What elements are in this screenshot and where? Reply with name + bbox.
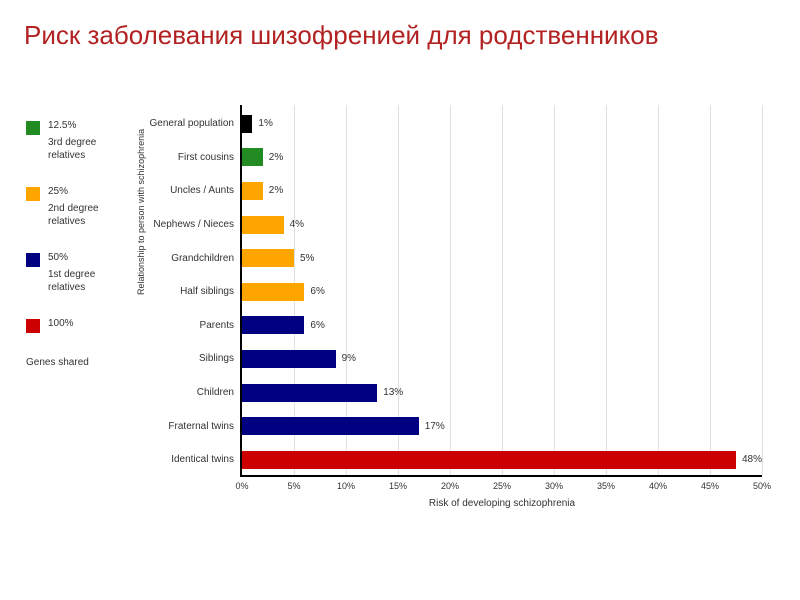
page-title: Риск заболевания шизофренией для родстве… [24,20,659,51]
legend-group: 100% [26,318,116,333]
x-axis-title: Risk of developing schizophrenia [429,498,575,509]
bar [242,384,377,402]
bar-row: Nephews / Nieces4% [242,208,762,242]
legend-group: 25% 2nd degree relatives [26,186,116,228]
bar-row: Children13% [242,376,762,410]
legend-label: 3rd degree relatives [48,137,116,162]
bar-value-label: 1% [258,118,272,129]
x-tick-label: 30% [545,481,563,491]
y-axis-title: Relationship to person with schizophreni… [136,129,146,295]
bar [242,451,736,469]
bar-row: First cousins2% [242,141,762,175]
bar [242,283,304,301]
bar [242,216,284,234]
x-tick-label: 40% [649,481,667,491]
legend-label: 1st degree relatives [48,269,116,294]
x-tick-label: 20% [441,481,459,491]
bar-category-label: Parents [200,320,234,331]
bar-category-label: Half siblings [180,286,234,297]
bar-row: Grandchildren5% [242,241,762,275]
plot-region: Risk of developing schizophrenia 0%5%10%… [240,105,762,477]
slide: { "title": "Риск заболевания шизофренией… [0,0,800,600]
chart-area: Relationship to person with schizophreni… [140,95,780,535]
legend-swatch [26,187,40,201]
bar-value-label: 4% [290,219,304,230]
bar-category-label: Siblings [199,353,234,364]
legend-percent: 25% [48,186,68,197]
bar-row: Fraternal twins17% [242,409,762,443]
x-tick-label: 15% [389,481,407,491]
x-tick-label: 5% [287,481,300,491]
legend-percent: 50% [48,252,68,263]
bar-value-label: 17% [425,421,445,432]
legend-group: 50% 1st degree relatives [26,252,116,294]
bar-row: Siblings9% [242,342,762,376]
bar [242,182,263,200]
bar-value-label: 2% [269,152,283,163]
bar-value-label: 5% [300,253,314,264]
x-tick-label: 50% [753,481,771,491]
bar-row: Identical twins48% [242,443,762,477]
x-tick-label: 10% [337,481,355,491]
legend-swatch [26,253,40,267]
legend-swatch [26,121,40,135]
bar-value-label: 13% [383,387,403,398]
bar [242,148,263,166]
bar-row: Half siblings6% [242,275,762,309]
bar-value-label: 2% [269,185,283,196]
bar [242,249,294,267]
legend: 12.5% 3rd degree relatives 25% 2nd degree r… [26,120,116,368]
bar [242,417,419,435]
bar-row: General population1% [242,107,762,141]
legend-percent: 12.5% [48,120,76,131]
bar [242,316,304,334]
bar-category-label: Grandchildren [171,253,234,264]
bar-value-label: 9% [342,353,356,364]
legend-group: 12.5% 3rd degree relatives [26,120,116,162]
bar-row: Uncles / Aunts2% [242,174,762,208]
bar-value-label: 6% [310,320,324,331]
legend-percent: 100% [48,318,74,329]
x-tick-label: 35% [597,481,615,491]
grid-line [762,105,763,475]
bar [242,115,252,133]
legend-label: 2nd degree relatives [48,203,116,228]
bar-category-label: Fraternal twins [168,421,234,432]
x-tick-label: 0% [235,481,248,491]
legend-swatch [26,319,40,333]
legend-footer: Genes shared [26,357,116,368]
bar-category-label: Identical twins [171,454,234,465]
bar-row: Parents6% [242,309,762,343]
bar [242,350,336,368]
bar-category-label: General population [149,118,234,129]
bar-value-label: 6% [310,286,324,297]
bar-category-label: Children [197,387,234,398]
x-tick-label: 25% [493,481,511,491]
bar-category-label: First cousins [178,152,234,163]
bar-value-label: 48% [742,454,762,465]
bar-category-label: Nephews / Nieces [153,219,234,230]
x-tick-label: 45% [701,481,719,491]
bar-category-label: Uncles / Aunts [170,185,234,196]
